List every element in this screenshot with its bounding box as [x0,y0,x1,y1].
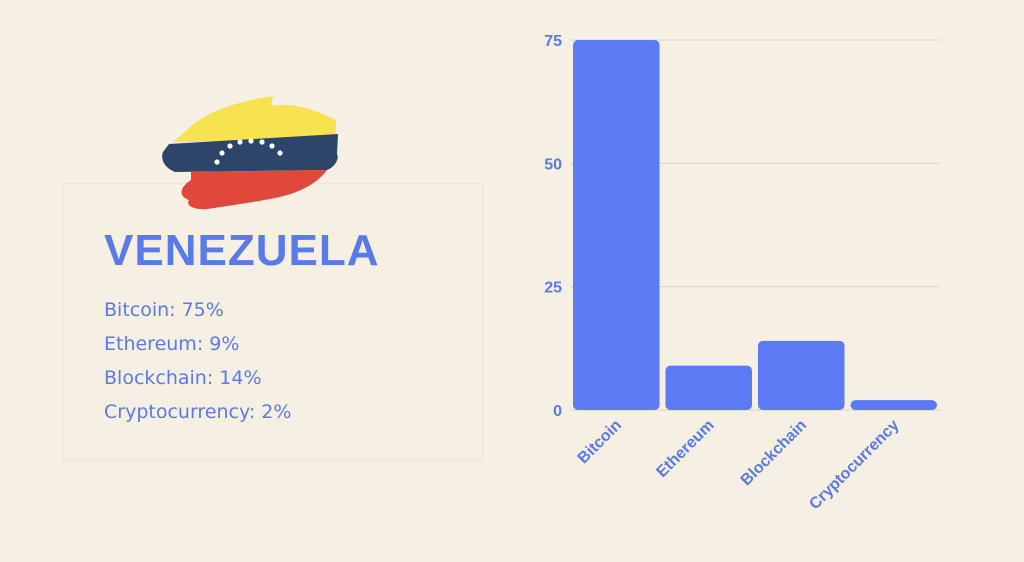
bar-blockchain [758,340,845,410]
x-tick-label-blockchain: Blockchain [738,417,810,489]
stat-ethereum: Ethereum: 9% [104,333,240,355]
x-tick-label-bitcoin: Bitcoin [575,417,625,467]
x-tick-label-cryptocurrency: Cryptocurrency [806,417,902,513]
bar-ethereum [665,365,752,410]
bar-bitcoin [573,40,660,410]
stat-cryptocurrency: Cryptocurrency: 2% [104,401,292,423]
y-tick-label-0: 0 [553,403,562,420]
stat-bitcoin: Bitcoin: 75% [104,299,224,321]
stat-blockchain: Blockchain: 14% [104,367,262,389]
y-tick-label-2: 50 [544,156,562,173]
y-tick-label-1: 25 [544,280,562,297]
venezuela-flag-icon [162,96,338,210]
bar-chart: 0 25 50 75 Bitcoin Ethereum BlockchainCryptocu… [544,33,940,513]
y-tick-label-3: 75 [544,33,562,50]
bar-cryptocurrency [850,400,937,410]
stats-list: Bitcoin: 75% Ethereum: 9% Blockchain: 14… [104,293,291,429]
x-tick-label-ethereum: Ethereum [653,417,717,481]
country-title: VENEZUELA [104,226,380,275]
